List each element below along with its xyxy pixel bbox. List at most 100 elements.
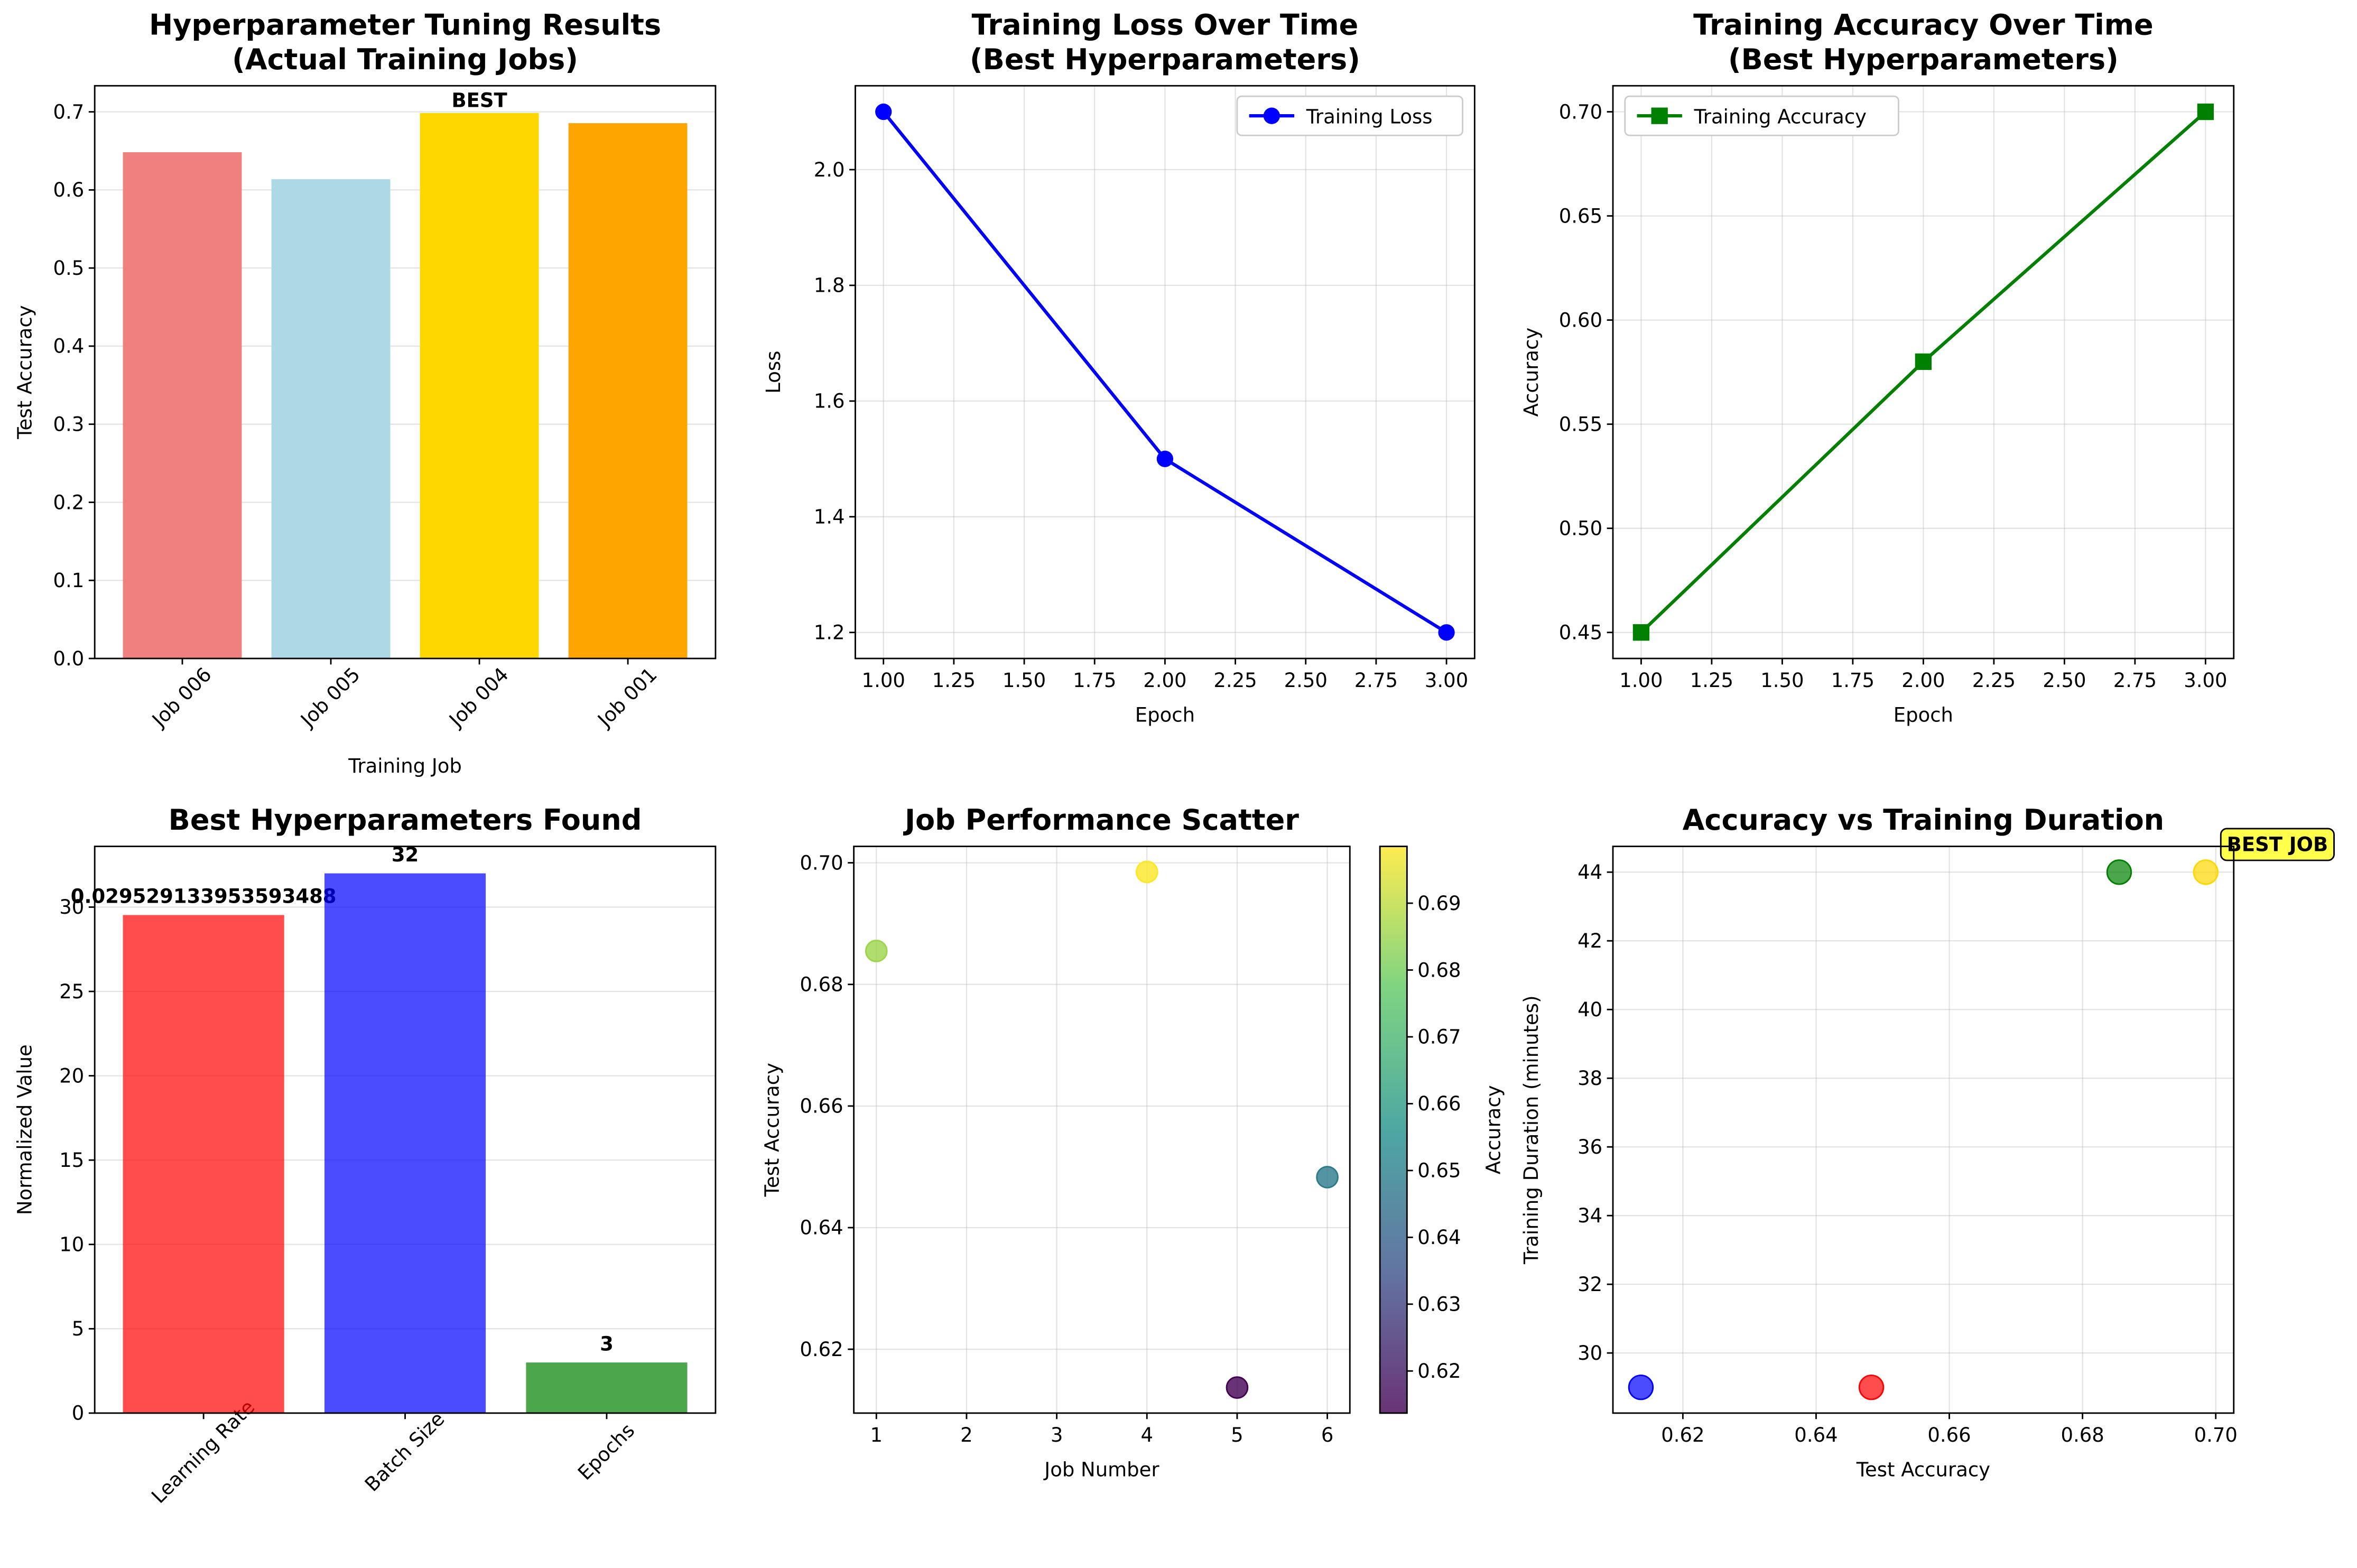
y-tick-label: 0.0: [53, 647, 84, 670]
chart-title: Accuracy vs Training Duration: [1683, 803, 2165, 837]
x-tick-label: 0.70: [2194, 1424, 2238, 1446]
annotation: BEST: [451, 89, 507, 112]
x-tick-label: 1.25: [932, 669, 976, 692]
x-tick-label: 1.50: [1003, 669, 1046, 692]
x-tick-label: 0.66: [1927, 1424, 1971, 1446]
y-tick-label: 30: [1577, 1342, 1602, 1365]
x-tick-label: 2.75: [1354, 669, 1398, 692]
y-axis-label: Normalized Value: [14, 1044, 36, 1215]
data-label: 0.029529133953593488: [71, 885, 337, 908]
x-tick-label: 0.68: [2061, 1424, 2104, 1446]
marker: [1915, 353, 1932, 370]
colorbar-tick-label: 0.62: [1417, 1360, 1461, 1383]
bar: [568, 123, 688, 658]
chart-title: (Best Hyperparameters): [1728, 43, 2119, 76]
y-tick-label: 0.70: [1559, 100, 1602, 123]
x-tick-label: 0.62: [1661, 1424, 1704, 1446]
y-axis-label: Training Duration (minutes): [1520, 995, 1543, 1264]
colorbar-tick-label: 0.64: [1417, 1226, 1461, 1249]
x-tick-label: 1.75: [1831, 669, 1875, 692]
x-tick-label: 5: [1231, 1424, 1244, 1446]
point: [865, 940, 888, 962]
x-tick-label: 3.00: [2184, 669, 2227, 692]
marker: [1438, 624, 1455, 641]
x-tick-label: 2.25: [1972, 669, 2016, 692]
y-tick-label: 34: [1577, 1204, 1602, 1227]
point: [1226, 1376, 1249, 1399]
y-tick-label: 0.7: [53, 100, 84, 123]
y-tick-label: 30: [59, 896, 84, 918]
axes-frame: [1612, 85, 2235, 660]
legend-marker: [1651, 107, 1668, 124]
x-tick-label: 2.50: [1284, 669, 1328, 692]
y-tick-label: 0.3: [53, 413, 84, 435]
bar: [123, 915, 284, 1413]
marker: [2197, 103, 2214, 120]
x-axis-label: Test Accuracy: [1856, 1458, 1990, 1481]
annotation: BEST JOB: [2227, 833, 2328, 856]
axes-frame: [94, 846, 717, 1414]
bar: [123, 152, 242, 658]
x-tick-label: 1.50: [1760, 669, 1804, 692]
legend-label: Training Loss: [1306, 105, 1433, 128]
x-tick-label: 0.64: [1794, 1424, 1838, 1446]
y-tick-label: 0.70: [800, 851, 843, 874]
chart-title: Training Loss Over Time: [972, 8, 1359, 42]
chart-title: Training Accuracy Over Time: [1693, 8, 2154, 42]
y-tick-label: 0: [72, 1402, 85, 1425]
legend-box: [1624, 95, 1899, 136]
colorbar-tick-label: 0.68: [1417, 959, 1461, 981]
x-axis-label: Epoch: [1135, 703, 1195, 726]
colorbar-label: Accuracy: [1482, 1085, 1505, 1174]
data-label: 3: [600, 1332, 614, 1355]
y-tick-label: 1.4: [814, 506, 845, 528]
y-tick-label: 0.55: [1559, 413, 1602, 435]
axes-frame: [853, 846, 1351, 1414]
y-tick-label: 0.6: [53, 179, 84, 201]
y-tick-label: 0.60: [1559, 309, 1602, 331]
chart-title: (Actual Training Jobs): [232, 43, 578, 76]
x-tick-label: 2.00: [1901, 669, 1945, 692]
chart-title: Hyperparameter Tuning Results: [149, 8, 661, 42]
y-tick-label: 36: [1577, 1136, 1602, 1158]
x-tick-label: 2.00: [1143, 669, 1186, 692]
y-tick-label: 0.50: [1559, 517, 1602, 540]
point: [2193, 859, 2219, 885]
point: [1628, 1374, 1654, 1400]
chart-title: Best Hyperparameters Found: [169, 803, 642, 837]
axes-frame: [855, 85, 1476, 660]
y-axis-label: Test Accuracy: [14, 305, 36, 439]
y-tick-label: 0.66: [800, 1095, 843, 1118]
x-tick-label: 4: [1141, 1424, 1154, 1446]
x-tick-label: 1.00: [862, 669, 905, 692]
subplot: 0.45 0.50 0.55 0.60 0.65 0.70 1.00 1.25 1.50 1.75…: [1520, 8, 2235, 726]
annotation-box: [2220, 828, 2335, 861]
subplot: 30 32 34 36 38 40 42 44 0.62 0.64 0.66 0.68 0.70 BEST…: [1520, 803, 2335, 1481]
x-axis-label: Epoch: [1894, 703, 1953, 726]
y-tick-label: 15: [59, 1149, 84, 1172]
x-tick-label: 1.00: [1619, 669, 1663, 692]
x-tick-label: 1.75: [1073, 669, 1116, 692]
bar: [420, 113, 539, 658]
y-tick-label: 32: [1577, 1273, 1602, 1296]
x-tick-label: 3: [1051, 1424, 1063, 1446]
y-tick-label: 25: [59, 980, 84, 1003]
y-tick-label: 0.62: [800, 1338, 843, 1361]
axes-frame: [94, 85, 717, 660]
colorbar-tick-label: 0.69: [1417, 892, 1461, 915]
colorbar-tick-label: 0.63: [1417, 1293, 1461, 1316]
y-tick-label: 0.68: [800, 973, 843, 996]
y-tick-label: 1.6: [814, 390, 845, 413]
chart-title: (Best Hyperparameters): [970, 43, 1360, 76]
x-tick-label: 1: [870, 1424, 883, 1446]
y-tick-label: 2.0: [814, 159, 845, 181]
colorbar-tick-label: 0.65: [1417, 1159, 1461, 1182]
subplot: 0.62 0.64 0.66 0.68 0.70 1 2 3 4 5 6 0.62 0.63 0.64 0.…: [760, 803, 1505, 1481]
x-tick-label: 6: [1321, 1424, 1334, 1446]
colorbar-tick-label: 0.66: [1417, 1092, 1461, 1115]
y-axis-label: Loss: [762, 351, 785, 394]
bar: [526, 1362, 688, 1413]
x-tick-label: 2.75: [2113, 669, 2157, 692]
bar: [324, 873, 486, 1413]
